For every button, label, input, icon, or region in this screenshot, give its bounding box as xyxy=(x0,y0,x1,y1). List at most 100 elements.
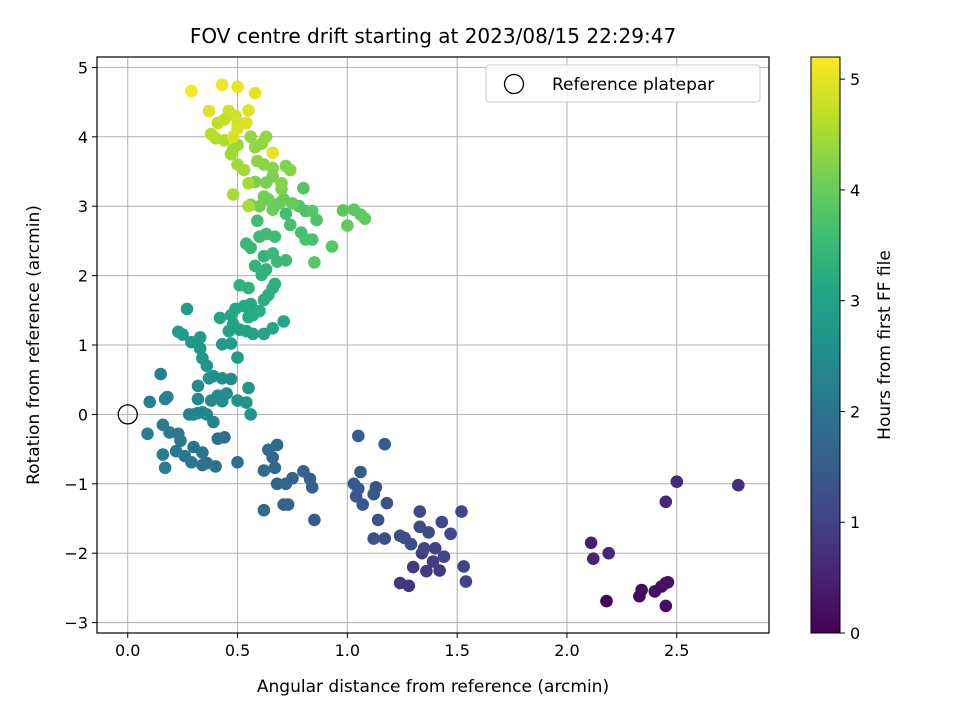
data-point xyxy=(354,465,367,479)
data-point xyxy=(428,542,442,555)
data-point xyxy=(191,379,205,393)
data-points xyxy=(141,78,745,613)
colorbar-tick-label: 5 xyxy=(850,70,860,89)
colorbar-gradient xyxy=(810,56,841,634)
y-axis: −3 −2 −1 0 1 2 3 4 5 xyxy=(64,58,97,633)
data-point xyxy=(393,576,407,590)
data-point xyxy=(246,327,260,341)
data-point xyxy=(371,513,385,527)
data-point xyxy=(268,277,282,291)
data-point xyxy=(187,440,200,454)
data-point xyxy=(266,322,280,335)
colorbar-ticks: 0 1 2 3 4 5 xyxy=(840,70,860,643)
data-point xyxy=(352,429,365,443)
data-point xyxy=(308,513,321,527)
data-point xyxy=(185,84,198,98)
x-axis-label: Angular distance from reference (arcmin) xyxy=(257,677,609,697)
data-point xyxy=(224,147,238,161)
data-point xyxy=(215,78,229,92)
data-point xyxy=(341,219,354,232)
data-point xyxy=(242,381,255,395)
data-point xyxy=(231,456,244,469)
data-point xyxy=(141,427,154,441)
data-point xyxy=(248,259,262,273)
y-tick-label: 2 xyxy=(78,267,88,286)
data-point xyxy=(202,104,216,118)
data-point xyxy=(242,199,255,213)
data-point xyxy=(367,532,381,545)
data-point xyxy=(435,515,449,529)
data-point xyxy=(358,212,372,225)
data-point xyxy=(242,281,255,295)
data-point xyxy=(242,310,255,324)
data-point xyxy=(284,163,297,177)
colorbar-tick-label: 4 xyxy=(850,181,860,200)
data-point xyxy=(180,302,194,316)
data-point xyxy=(459,575,473,588)
data-point xyxy=(347,477,361,491)
data-point xyxy=(250,214,264,228)
data-point xyxy=(231,80,244,94)
data-point xyxy=(161,390,174,404)
x-tick-label: 2.5 xyxy=(664,641,689,660)
colorbar-tick-label: 2 xyxy=(850,402,860,421)
y-tick-label: −1 xyxy=(64,475,88,494)
data-point xyxy=(602,546,615,560)
data-point xyxy=(325,240,339,253)
data-point xyxy=(584,536,598,550)
data-point xyxy=(253,304,266,318)
colorbar-tick-label: 3 xyxy=(850,292,860,311)
data-point xyxy=(242,104,255,117)
data-point xyxy=(277,315,291,328)
data-point xyxy=(279,207,293,221)
data-point xyxy=(444,527,457,541)
data-point xyxy=(420,564,433,578)
data-point xyxy=(457,560,471,573)
grid xyxy=(97,57,769,633)
data-point xyxy=(336,204,350,217)
data-point xyxy=(257,464,271,477)
data-point xyxy=(244,297,257,311)
data-point xyxy=(226,188,240,201)
data-point xyxy=(207,415,220,429)
data-point xyxy=(240,116,253,130)
y-tick-label: 4 xyxy=(78,128,88,147)
data-point xyxy=(196,458,209,472)
data-point xyxy=(308,256,321,269)
data-point xyxy=(224,337,238,350)
legend-marker xyxy=(503,73,525,95)
data-point xyxy=(279,477,293,491)
data-point xyxy=(257,503,271,517)
data-point xyxy=(635,583,648,597)
data-point xyxy=(659,599,673,613)
data-point xyxy=(270,477,284,491)
data-point xyxy=(196,351,209,365)
data-point xyxy=(279,253,293,267)
y-axis-label: Rotation from reference (arcmin) xyxy=(24,205,44,485)
data-point xyxy=(257,190,271,203)
data-point xyxy=(600,594,613,608)
legend: Reference platepar xyxy=(485,64,761,103)
data-point xyxy=(266,203,280,216)
y-tick-label: 0 xyxy=(78,405,88,424)
data-point xyxy=(437,550,451,563)
y-tick-label: 1 xyxy=(78,336,88,355)
data-point xyxy=(143,395,156,409)
data-point xyxy=(268,461,282,475)
data-point xyxy=(587,552,600,565)
data-point xyxy=(305,233,319,246)
data-point xyxy=(393,529,407,543)
data-point xyxy=(413,505,427,518)
reference-layer xyxy=(117,404,138,425)
data-point xyxy=(378,437,392,451)
data-point xyxy=(426,555,440,568)
data-point xyxy=(367,487,381,501)
x-tick-label: 1.0 xyxy=(335,641,360,660)
data-point xyxy=(240,237,253,250)
x-tick-label: 1.5 xyxy=(444,641,469,660)
x-tick-label: 0.5 xyxy=(225,641,250,660)
data-point xyxy=(202,372,216,385)
data-point xyxy=(380,496,394,510)
data-point xyxy=(231,351,244,364)
